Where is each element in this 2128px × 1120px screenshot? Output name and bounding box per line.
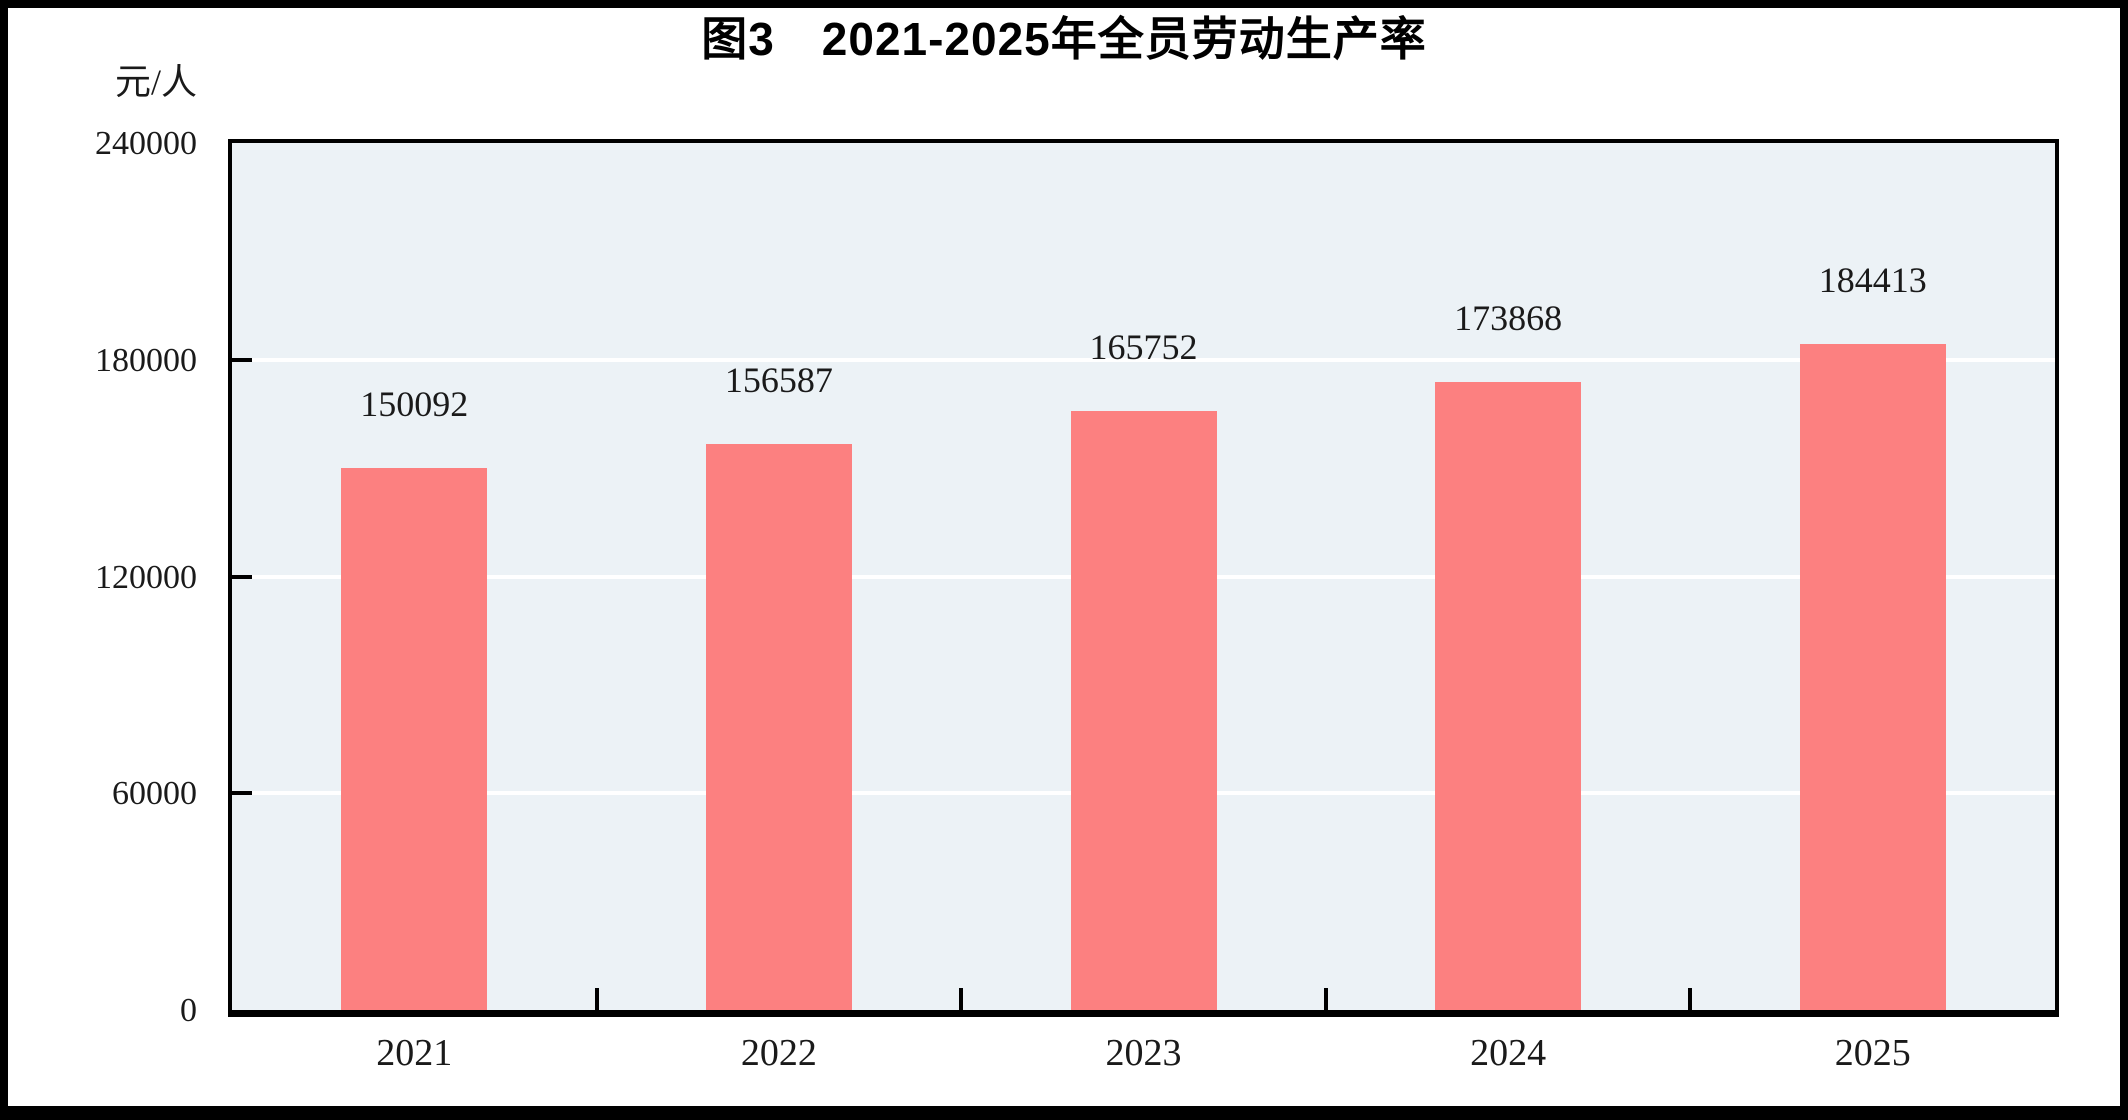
bar-value-label: 156587 <box>724 360 833 401</box>
chart-title: 图3 2021-2025年全员劳动生产率 <box>701 13 1427 65</box>
y-axis-tick <box>232 574 252 579</box>
bar-value-label: 150092 <box>360 383 469 424</box>
y-axis-unit-label: 元/人 <box>114 62 197 102</box>
plot-area: 150092 156587 165752 173868 184413 <box>228 139 2059 1017</box>
bar-value-label: 184413 <box>1818 259 1927 300</box>
y-axis-tick-labels: 240000 180000 120000 60000 0 <box>8 8 197 1106</box>
y-axis-tick <box>232 791 252 796</box>
bar-2023 <box>1070 411 1217 1010</box>
x-axis-tick <box>959 988 964 1010</box>
y-tick-label: 180000 <box>95 341 197 379</box>
bar-value-label: 173868 <box>1454 297 1563 338</box>
gridline <box>232 357 2055 362</box>
y-tick-label: 120000 <box>95 558 197 596</box>
y-tick-label: 0 <box>180 992 197 1029</box>
bar-2021 <box>341 467 488 1010</box>
x-tick-label-2021: 2021 <box>376 1032 453 1074</box>
bar-2024 <box>1435 381 1582 1010</box>
x-axis-tick <box>1323 988 1328 1010</box>
y-axis-tick <box>232 357 252 362</box>
y-tick-label: 60000 <box>112 775 197 813</box>
bar-2025 <box>1799 343 1946 1010</box>
x-tick-label-2022: 2022 <box>740 1032 817 1074</box>
x-tick-label-2024: 2024 <box>1470 1032 1547 1074</box>
chart-canvas: 图3 2021-2025年全员劳动生产率 元/人 240000 180000 120… <box>8 8 2120 1106</box>
bar-value-label: 165752 <box>1089 327 1198 368</box>
x-tick-label-2023: 2023 <box>1105 1032 1182 1074</box>
bar-2022 <box>705 444 852 1010</box>
y-tick-label: 240000 <box>95 125 197 162</box>
plot-inner: 150092 156587 165752 173868 184413 <box>232 143 2055 1010</box>
x-tick-label-2025: 2025 <box>1834 1032 1911 1074</box>
x-axis-tick <box>1688 988 1693 1010</box>
x-axis-tick <box>594 988 599 1010</box>
